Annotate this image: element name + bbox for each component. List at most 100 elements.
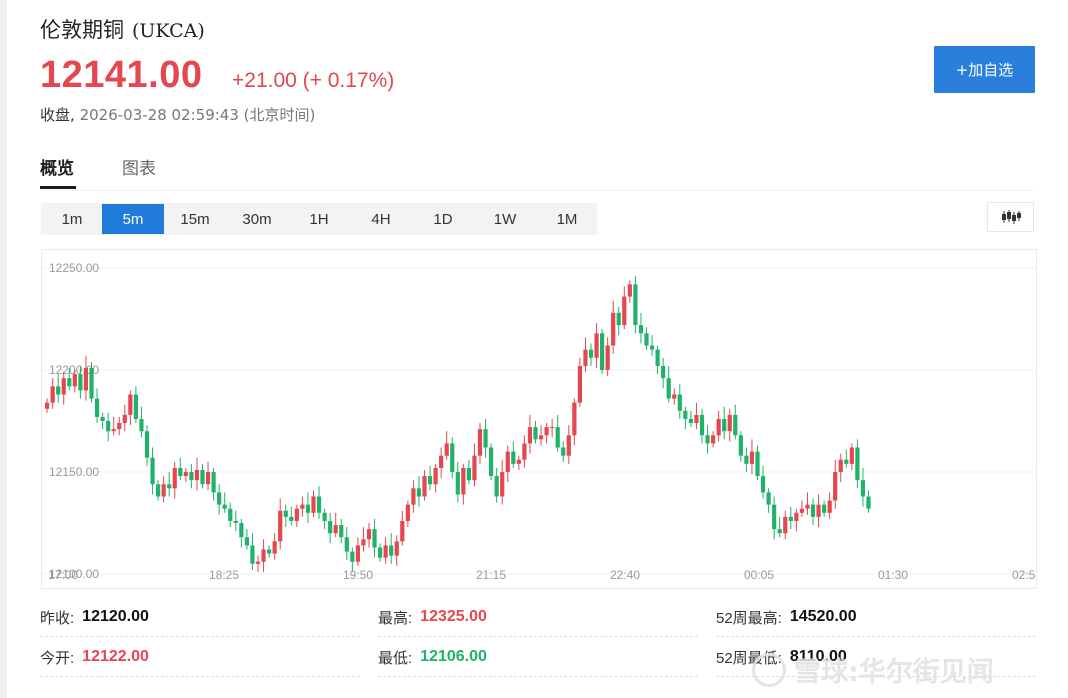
period-1d[interactable]: 1D — [433, 210, 453, 228]
candle-body — [810, 504, 816, 517]
candle-body — [439, 455, 444, 468]
candle-body — [228, 508, 233, 521]
status-time: 2026-03-28 02:59:43 (北京时间) — [79, 106, 316, 124]
period-5m[interactable]: 5m — [102, 204, 164, 234]
candle-body — [494, 476, 499, 497]
period-4h[interactable]: 4H — [371, 210, 391, 228]
candle-body — [849, 447, 854, 464]
candle-body — [755, 451, 760, 477]
candle-body — [405, 504, 410, 521]
candle-body — [89, 367, 94, 399]
candle-body — [705, 435, 710, 444]
candle-body — [366, 529, 372, 540]
candle-body — [572, 402, 577, 436]
candle-body — [461, 467, 466, 495]
period-15m[interactable]: 15m — [180, 210, 210, 228]
stat-52w-low: 52周最低: 8110.00 — [716, 638, 1036, 677]
candle-body — [67, 378, 72, 387]
stat-prev-close: 昨收: 12120.00 — [40, 598, 360, 637]
candle-body — [772, 504, 777, 530]
stat-open-value: 12122.00 — [82, 648, 149, 665]
candle-body — [694, 414, 699, 424]
candle-body — [816, 504, 821, 517]
period-1m[interactable]: 1m — [61, 210, 83, 228]
stat-52w-high: 52周最高: 14520.00 — [716, 598, 1036, 637]
candle-body — [422, 476, 427, 497]
candle-body — [633, 284, 638, 326]
candle-body — [239, 523, 244, 538]
candle-body — [272, 541, 277, 554]
period-1mo[interactable]: 1M — [556, 210, 578, 228]
candle-body — [350, 551, 355, 562]
candle-body — [661, 365, 666, 379]
candle-body — [716, 418, 721, 436]
status-label: 收盘, — [40, 106, 75, 124]
candle-body — [777, 529, 782, 534]
candle-body — [677, 394, 682, 411]
candle-body — [183, 472, 188, 477]
candle-body — [172, 467, 177, 489]
candle-body — [394, 541, 399, 556]
candle-body — [511, 451, 516, 464]
period-30m[interactable]: 30m — [242, 210, 272, 228]
candle-body — [500, 472, 505, 497]
candle-body — [594, 333, 599, 358]
candle-body — [83, 367, 89, 391]
candle-body — [333, 525, 338, 534]
tab-overview[interactable]: 概览 — [40, 159, 74, 179]
candle-body — [722, 418, 727, 432]
chart-type-button[interactable] — [987, 202, 1034, 232]
candle-body — [477, 429, 483, 456]
candle-body — [305, 504, 311, 513]
y-tick-label: 12250.00 — [49, 261, 99, 275]
candle-body — [622, 296, 627, 326]
candle-body — [489, 447, 494, 477]
stat-high-value: 12325.00 — [420, 608, 487, 625]
period-1w[interactable]: 1W — [493, 210, 517, 228]
candle-body — [78, 374, 83, 391]
candle-body — [150, 457, 155, 485]
candle-body — [655, 349, 660, 366]
price-chart[interactable]: 12250.00 12200.00 12150.00 12100.00 17:00 18:… — [41, 249, 1037, 589]
candle-body — [516, 459, 521, 464]
period-1h[interactable]: 1H — [309, 210, 329, 228]
candle-body — [167, 484, 172, 489]
candle-body — [600, 333, 605, 370]
candle-body — [616, 312, 621, 326]
x-tick-label: 21:15 — [476, 568, 506, 582]
candle-body — [644, 333, 649, 346]
candle-body — [544, 427, 549, 436]
candle-body — [322, 512, 327, 521]
y-tick-label: 12100.00 — [49, 567, 99, 581]
candle-body — [533, 427, 538, 440]
candle-body — [355, 545, 360, 562]
candle-body — [833, 472, 838, 501]
candle-body — [339, 525, 344, 538]
candle-body — [838, 459, 843, 472]
candle-body — [744, 455, 749, 464]
x-tick-label: 00:05 — [744, 568, 774, 582]
candle-body — [294, 508, 299, 521]
candle-body — [372, 529, 377, 548]
candle-body — [117, 423, 122, 430]
candle-body — [788, 516, 793, 521]
candle-body — [727, 414, 732, 432]
candle-body — [400, 520, 405, 542]
add-to-watchlist-button[interactable]: +加自选 — [934, 46, 1035, 93]
candle-body — [760, 476, 766, 493]
candle-body — [672, 394, 677, 399]
x-tick-label: 22:40 — [610, 568, 640, 582]
candle-body — [749, 451, 755, 464]
period-selector: 1m 5m 15m 30m 1H 4H 1D 1W 1M — [41, 203, 597, 235]
candle-body — [483, 429, 488, 448]
y-tick-label: 12150.00 — [49, 465, 99, 479]
candle-body — [766, 492, 771, 505]
price-change: +21.00 (+ 0.17%) — [232, 69, 395, 92]
tab-chart[interactable]: 图表 — [122, 159, 156, 179]
stat-52w-high-label: 52周最高: — [716, 609, 782, 627]
stat-prev-close-label: 昨收: — [40, 609, 75, 627]
candle-body — [139, 418, 144, 432]
candle-body — [783, 516, 788, 534]
stat-52w-low-value: 8110.00 — [789, 648, 847, 665]
